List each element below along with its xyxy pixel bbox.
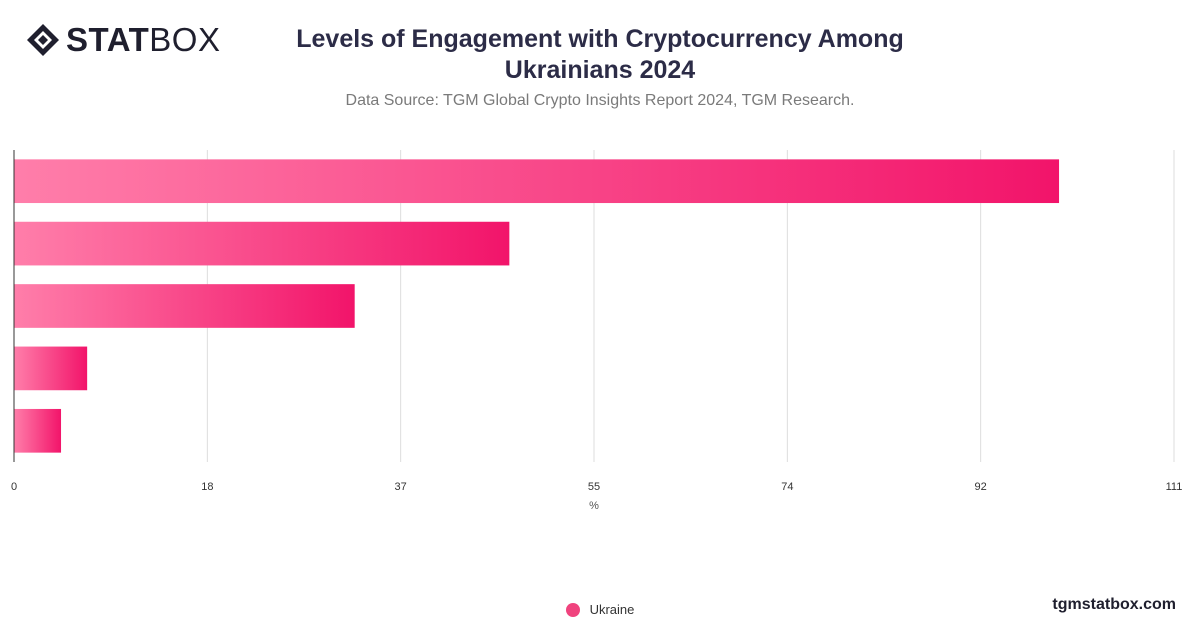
bar-3[interactable] [14, 284, 355, 328]
x-tick-label: 55 [588, 481, 600, 493]
x-tick-label: 111 [1166, 481, 1183, 493]
x-tick-label: 18 [201, 481, 213, 493]
legend-label-ukraine: Ukraine [589, 602, 635, 617]
statbox-logo: STATBOX [26, 22, 220, 58]
x-axis-ticks: 0 18 37 55 74 92 111 [11, 481, 1182, 493]
logo-text-bold: STAT [66, 21, 150, 58]
legend[interactable]: Ukraine [0, 602, 1200, 617]
x-tick-label: 37 [395, 481, 407, 493]
x-tick-label: 0 [11, 481, 17, 493]
logo-text-light: BOX [149, 21, 221, 58]
bar-2[interactable] [14, 221, 510, 266]
legend-marker [565, 602, 580, 617]
statbox-diamond-icon [27, 24, 59, 56]
logo-wordmark: STATBOX [66, 22, 220, 58]
chart-subtitle: Data Source: TGM Global Crypto Insights … [345, 92, 855, 109]
x-axis-label: % [589, 500, 599, 512]
bar-5[interactable] [14, 408, 62, 453]
chart-title: Levels of Engagement with Cryptocurrency… [296, 25, 904, 84]
x-tick-label: 74 [781, 481, 793, 493]
bar-4[interactable] [14, 346, 88, 391]
website-credit[interactable]: tgmstatbox.com [1052, 596, 1176, 613]
bars [14, 159, 1060, 453]
x-tick-label: 92 [975, 481, 987, 493]
bar-1[interactable] [14, 159, 1060, 204]
